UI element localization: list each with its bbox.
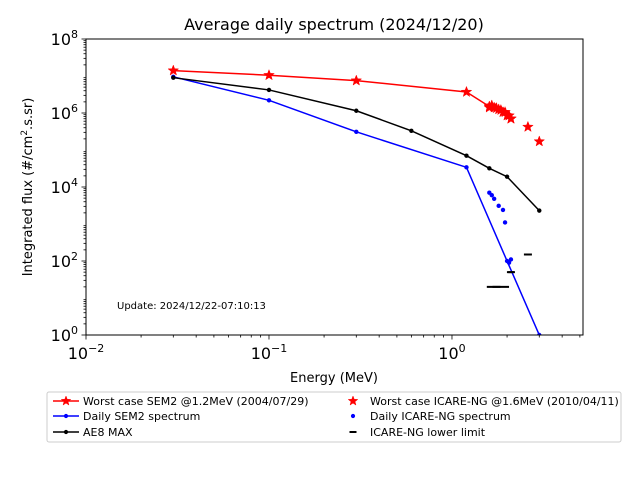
x-tick-label-exp: 0 xyxy=(459,342,466,355)
series-4-point xyxy=(506,260,512,265)
y-tick-label-exp: 8 xyxy=(71,28,78,41)
series-0-point xyxy=(263,69,275,81)
y-axis-label: Integrated flux (#/cm2.s.sr) xyxy=(20,98,36,277)
y-tick-label: 108 xyxy=(51,28,78,49)
series-2 xyxy=(171,75,542,213)
x-tick-label-exp: −1 xyxy=(271,342,287,355)
legend-label: Worst case ICARE-NG @1.6MeV (2010/04/11) xyxy=(370,395,619,408)
x-tick-label-exp: −2 xyxy=(88,342,104,355)
legend-label: AE8 MAX xyxy=(83,426,133,439)
series-1 xyxy=(171,74,542,335)
y-axis-label-sup: 2 xyxy=(20,130,30,136)
legend-item: Worst case SEM2 @1.2MeV (2004/07/29) xyxy=(53,395,308,408)
y-axis-label-tail: .s.sr) xyxy=(21,98,36,130)
x-axis: 10−2 10−1 100 xyxy=(68,335,581,363)
series-2-point xyxy=(487,166,492,171)
series-1-point xyxy=(537,332,542,335)
series-2-point xyxy=(266,87,272,93)
series-4 xyxy=(487,190,514,265)
legend-marker xyxy=(347,395,359,406)
series-1-point xyxy=(354,129,359,135)
chart-title: Average daily spectrum (2024/12/20) xyxy=(184,15,484,34)
legend-item: Daily SEM2 spectrum xyxy=(53,410,200,423)
series-2-point xyxy=(409,128,414,134)
series-3-point xyxy=(505,112,517,124)
legend-item: AE8 MAX xyxy=(53,426,133,439)
plot-frame xyxy=(85,38,584,336)
series-2-point xyxy=(537,208,542,213)
series-1-point xyxy=(266,98,272,103)
x-tick-label: 100 xyxy=(438,342,465,363)
x-tick-label: 10−1 xyxy=(251,342,288,363)
series-0 xyxy=(167,64,517,124)
y-tick-label-exp: 0 xyxy=(71,324,78,337)
legend-box xyxy=(46,391,622,443)
series-4-point xyxy=(500,207,506,213)
series-0-point xyxy=(167,64,180,76)
x-tick-label: 10−2 xyxy=(68,342,105,363)
plot-area xyxy=(167,64,546,335)
series-3-point xyxy=(533,135,546,147)
series-1-line xyxy=(173,76,540,335)
series-3-point xyxy=(485,99,498,111)
legend-item: Daily ICARE-NG spectrum xyxy=(350,410,511,423)
y-tick-label-exp: 6 xyxy=(71,102,78,115)
update-annotation: Update: 2024/12/22-07:10:13 xyxy=(117,301,266,312)
series-2-point xyxy=(171,75,176,80)
legend-marker xyxy=(350,413,356,419)
x-axis-label: Energy (MeV) xyxy=(290,371,378,386)
series-0-line xyxy=(173,69,512,120)
series-4-point xyxy=(496,203,501,209)
y-tick-label: 104 xyxy=(51,176,78,197)
legend: Worst case SEM2 @1.2MeV (2004/07/29) Dail… xyxy=(46,391,622,443)
series-1-point xyxy=(464,165,469,170)
y-tick-label-base: 10 xyxy=(51,104,71,123)
legend-label: Daily SEM2 spectrum xyxy=(83,410,200,423)
series-2-point xyxy=(354,108,359,113)
legend-marker xyxy=(60,395,72,406)
series-3-point xyxy=(521,120,534,132)
x-tick-label-base: 10 xyxy=(251,344,271,363)
plot-clip-group xyxy=(167,64,546,335)
series-3 xyxy=(483,99,546,147)
lower-limit-bins xyxy=(486,253,531,288)
y-tick-label-base: 10 xyxy=(51,326,71,345)
y-tick-label: 102 xyxy=(51,250,78,271)
series-4-point xyxy=(502,220,508,225)
x-tick-label-base: 10 xyxy=(68,344,88,363)
series-0-point xyxy=(460,85,473,98)
y-tick-label-base: 10 xyxy=(51,30,71,49)
y-tick-label: 100 xyxy=(51,324,78,345)
legend-marker xyxy=(63,429,69,435)
legend-label: Worst case SEM2 @1.2MeV (2004/07/29) xyxy=(83,395,308,408)
legend-item: ICARE-NG lower limit xyxy=(349,426,486,439)
legend-item: Worst case ICARE-NG @1.6MeV (2010/04/11) xyxy=(347,395,619,408)
y-tick-label-base: 10 xyxy=(51,178,71,197)
series-2-line xyxy=(173,76,540,212)
legend-marker xyxy=(63,413,69,419)
y-axis-label-main: Integrated flux (#/cm xyxy=(21,136,36,277)
series-2-point xyxy=(504,174,510,179)
y-tick-label-exp: 4 xyxy=(71,176,78,189)
series-0-point xyxy=(350,74,363,86)
y-tick-label: 106 xyxy=(51,102,78,123)
legend-label: Daily ICARE-NG spectrum xyxy=(370,410,511,423)
series-4-point xyxy=(508,257,514,262)
series-2-point xyxy=(464,153,469,158)
legend-label: ICARE-NG lower limit xyxy=(370,426,486,439)
series-4-point xyxy=(491,196,497,201)
y-tick-label-base: 10 xyxy=(51,252,71,271)
y-tick-label-exp: 2 xyxy=(71,250,78,263)
x-tick-label-base: 10 xyxy=(438,344,458,363)
series-4-point xyxy=(489,193,494,198)
